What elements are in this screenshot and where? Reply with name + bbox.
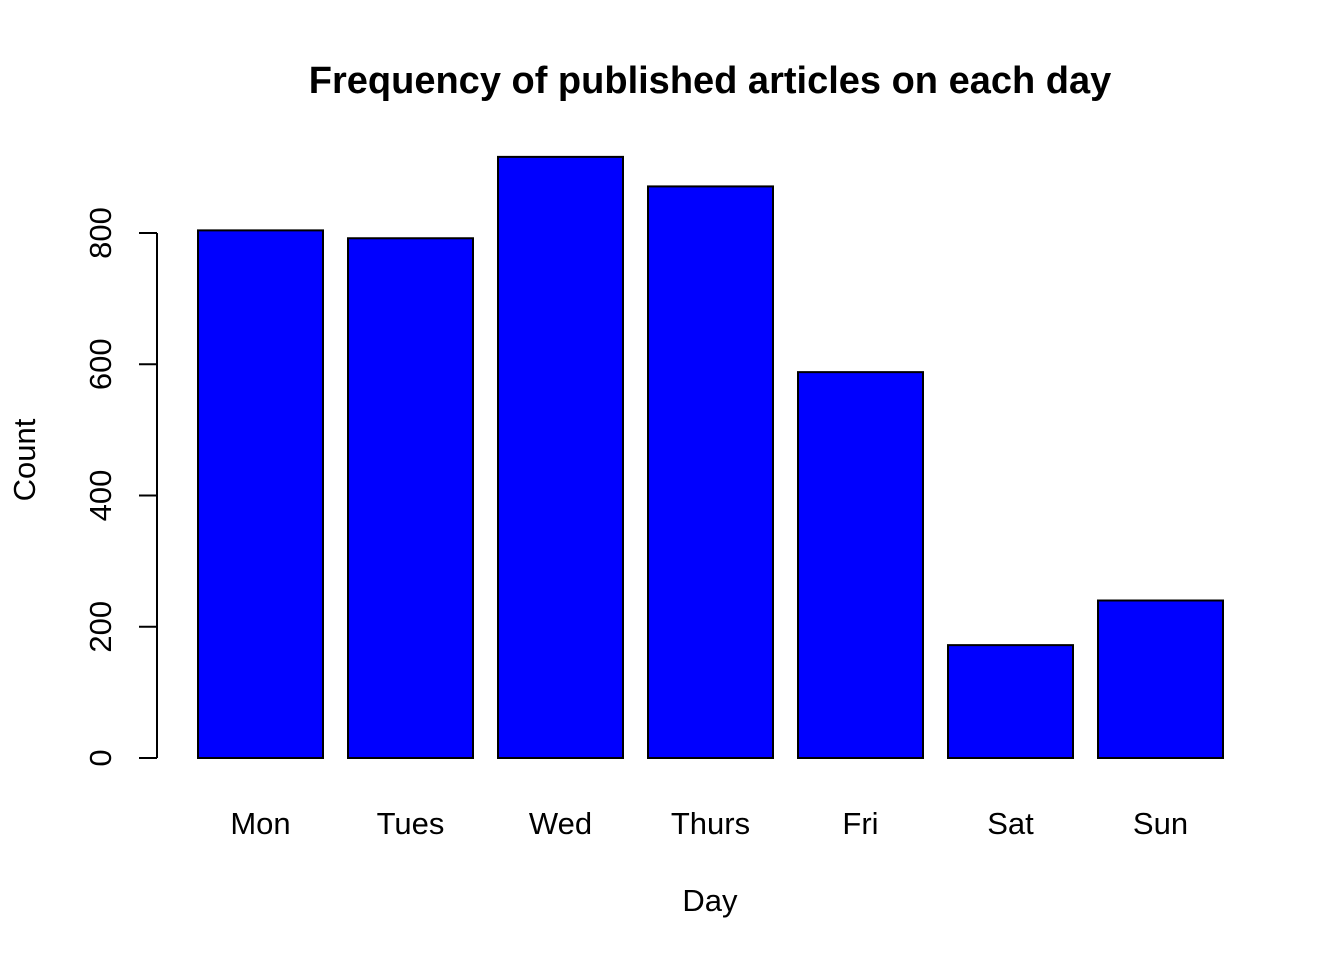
x-tick-label-sun: Sun xyxy=(1133,806,1188,841)
y-tick-label-200: 200 xyxy=(83,601,118,653)
y-axis-label: Count xyxy=(7,418,42,501)
y-tick-label-600: 600 xyxy=(83,338,118,390)
x-tick-label-tues: Tues xyxy=(377,806,445,841)
bar-mon xyxy=(197,229,324,759)
bar-thurs xyxy=(647,185,774,759)
x-axis-labels: Mon Tues Wed Thurs Fri Sat Sun xyxy=(230,806,1188,841)
x-tick-label-wed: Wed xyxy=(529,806,592,841)
y-tick-label-800: 800 xyxy=(83,207,118,259)
bar-wed xyxy=(497,155,624,759)
x-tick-label-thurs: Thurs xyxy=(671,806,750,841)
bar-tues xyxy=(347,237,474,759)
y-tick-label-400: 400 xyxy=(83,470,118,522)
x-tick-label-fri: Fri xyxy=(842,806,878,841)
chart-title: Frequency of published articles on each … xyxy=(309,60,1111,102)
x-tick-label-sat: Sat xyxy=(987,806,1034,841)
bar-sat xyxy=(947,644,1074,759)
bar-group xyxy=(197,155,1224,759)
bar-sun xyxy=(1097,599,1224,759)
x-axis-label: Day xyxy=(682,883,738,918)
y-axis: 0 200 400 600 800 xyxy=(83,207,158,767)
bar-fri xyxy=(797,371,924,759)
y-tick-label-0: 0 xyxy=(83,749,118,766)
x-tick-label-mon: Mon xyxy=(230,806,290,841)
